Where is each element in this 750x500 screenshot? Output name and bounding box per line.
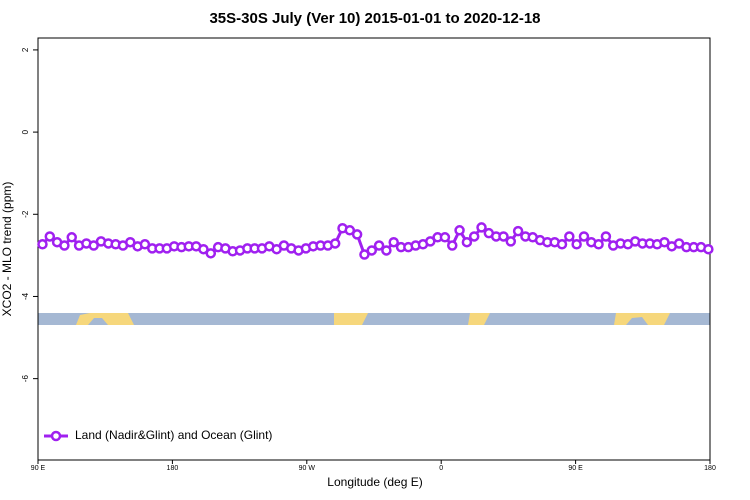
- data-point: [571, 239, 582, 250]
- x-tick-label: 90 E: [31, 465, 46, 472]
- data-point: [388, 236, 399, 248]
- y-tick-label: -2: [21, 210, 30, 218]
- y-axis-label: XCO2 - MLO trend (ppm): [0, 182, 14, 317]
- data-point: [125, 236, 136, 248]
- data-point: [351, 229, 363, 240]
- ocean-band: [38, 313, 710, 325]
- land-patch: [468, 313, 490, 325]
- data-point: [37, 239, 48, 250]
- data-point: [659, 236, 670, 248]
- data-point: [703, 243, 714, 255]
- data-point: [59, 240, 70, 251]
- legend-label: Land (Nadir&Glint) and Ocean (Glint): [75, 428, 272, 442]
- data-point: [498, 231, 509, 242]
- x-tick-label: 90 W: [299, 465, 316, 472]
- data-point: [556, 239, 568, 250]
- data-point: [66, 232, 77, 243]
- data-point: [198, 243, 209, 255]
- data-point: [593, 239, 604, 250]
- data-point: [439, 232, 451, 243]
- data-point: [139, 239, 151, 250]
- x-axis-label: Longitude (deg E): [327, 475, 422, 489]
- data-point: [461, 236, 473, 248]
- data-point: [205, 248, 217, 259]
- land-patch: [334, 313, 368, 325]
- x-tick-label: 0: [439, 465, 443, 472]
- data-point: [447, 240, 458, 251]
- data-point: [564, 231, 575, 242]
- data-point: [366, 245, 378, 256]
- y-tick-label: 2: [21, 47, 30, 52]
- data-point: [505, 236, 517, 247]
- data-point: [476, 222, 487, 233]
- data-point: [344, 225, 356, 236]
- data-point: [468, 231, 480, 242]
- x-tick-label: 90 E: [568, 465, 583, 472]
- data-point: [578, 231, 590, 242]
- data-point: [425, 236, 436, 247]
- data-point: [44, 231, 56, 242]
- data-point: [88, 240, 99, 251]
- data-point: [381, 245, 392, 256]
- legend-marker: [50, 430, 62, 442]
- x-tick-label: 180: [704, 465, 716, 472]
- x-tick-label: 180: [167, 465, 179, 472]
- y-tick-label: -4: [21, 292, 30, 300]
- y-tick-label: 0: [21, 129, 30, 134]
- chart-title: 35S-30S July (Ver 10) 2015-01-01 to 2020…: [209, 10, 540, 27]
- ocean-patch: [88, 318, 108, 325]
- land-ocean-strip: [38, 313, 710, 325]
- data-point: [600, 231, 612, 242]
- ocean-patch: [626, 317, 648, 325]
- data-point: [454, 225, 465, 236]
- y-tick-label: -6: [21, 375, 30, 383]
- data-point: [329, 238, 341, 249]
- data-point: [359, 249, 370, 260]
- data-point: [373, 240, 385, 251]
- land-patch: [76, 313, 134, 325]
- data-point: [512, 225, 524, 237]
